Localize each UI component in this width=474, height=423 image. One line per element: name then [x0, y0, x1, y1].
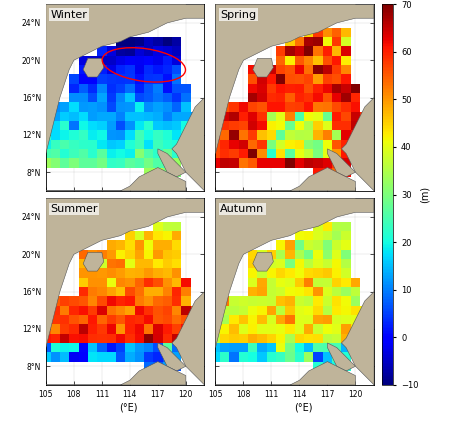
Polygon shape: [158, 343, 186, 371]
Text: (°E): (°E): [294, 402, 313, 412]
Polygon shape: [216, 198, 374, 348]
Text: Winter: Winter: [51, 10, 88, 20]
Text: Summer: Summer: [51, 204, 98, 214]
Polygon shape: [83, 58, 104, 77]
Polygon shape: [216, 168, 356, 191]
Polygon shape: [46, 4, 204, 154]
Text: Autumn: Autumn: [220, 204, 264, 214]
Polygon shape: [253, 253, 273, 271]
Polygon shape: [46, 198, 204, 348]
Polygon shape: [46, 362, 186, 385]
Polygon shape: [253, 58, 273, 77]
Polygon shape: [216, 362, 356, 385]
Polygon shape: [158, 149, 186, 177]
Polygon shape: [172, 4, 204, 191]
Polygon shape: [341, 198, 374, 385]
Text: Spring: Spring: [220, 10, 256, 20]
Polygon shape: [46, 168, 186, 191]
Polygon shape: [341, 4, 374, 191]
Text: (°E): (°E): [118, 402, 137, 412]
Polygon shape: [172, 198, 204, 385]
Polygon shape: [328, 343, 356, 371]
Polygon shape: [83, 253, 104, 271]
Polygon shape: [216, 4, 374, 154]
Polygon shape: [328, 149, 356, 177]
Y-axis label: (m): (m): [420, 186, 430, 203]
